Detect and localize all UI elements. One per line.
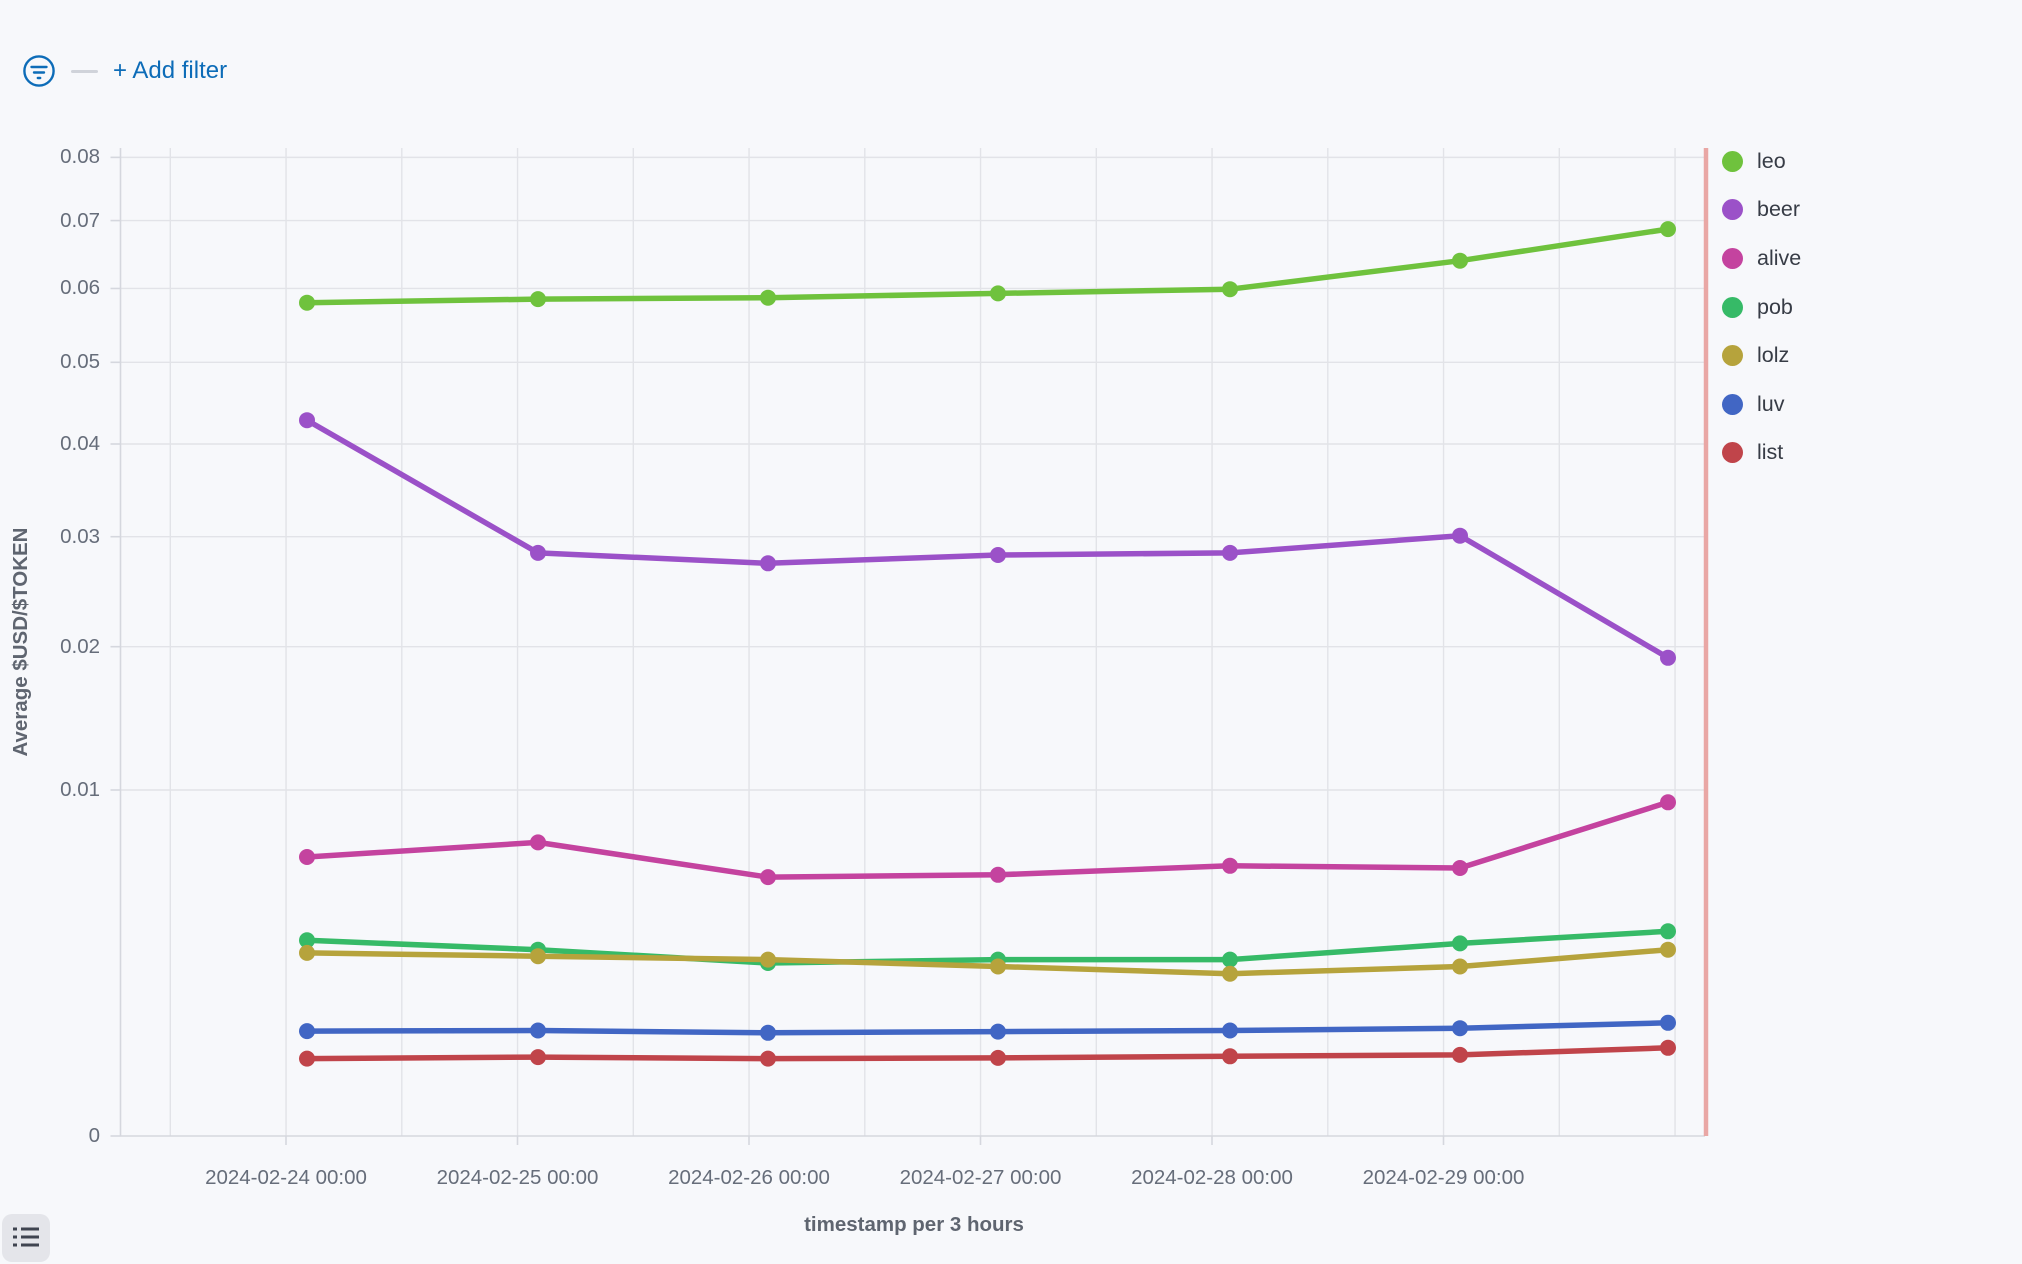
legend-label: leo (1757, 148, 1786, 173)
x-tick-label: 2024-02-29 00:00 (1362, 1166, 1525, 1189)
chart-legend: leo beer alive pob lolz luv list (1722, 137, 1801, 477)
series-point-luv-1[interactable] (530, 1022, 546, 1039)
series-point-beer-3[interactable] (990, 547, 1006, 563)
legend-item-luv[interactable]: luv (1722, 380, 1801, 429)
legend-item-list[interactable]: list (1722, 429, 1801, 478)
filter-bar: + Add filter (22, 54, 227, 88)
series-point-luv-3[interactable] (990, 1023, 1006, 1040)
x-tick-label: 2024-02-25 00:00 (436, 1166, 599, 1189)
series-point-list-1[interactable] (530, 1049, 546, 1066)
x-tick-label: 2024-02-28 00:00 (1131, 1166, 1293, 1189)
series-point-alive-3[interactable] (990, 866, 1006, 883)
filter-bar-divider (71, 69, 98, 73)
x-axis-title: timestamp per 3 hours (804, 1213, 1024, 1236)
y-tick-label: 0.02 (60, 634, 100, 658)
legend-item-alive[interactable]: alive (1722, 234, 1801, 283)
legend-dot (1722, 296, 1743, 318)
series-point-lolz-0[interactable] (299, 944, 315, 961)
legend-item-pob[interactable]: pob (1722, 283, 1801, 332)
series-point-list-2[interactable] (760, 1050, 776, 1067)
series-point-luv-5[interactable] (1452, 1020, 1468, 1037)
series-point-lolz-5[interactable] (1452, 958, 1468, 975)
y-tick-label: 0.01 (60, 778, 100, 801)
series-point-alive-0[interactable] (299, 849, 315, 865)
legend-label: list (1757, 440, 1784, 465)
series-point-beer-0[interactable] (299, 412, 315, 429)
series-point-leo-4[interactable] (1222, 281, 1238, 298)
series-point-leo-0[interactable] (299, 294, 315, 311)
y-tick-label: 0.08 (60, 145, 100, 169)
series-point-lolz-6[interactable] (1660, 941, 1676, 958)
y-tick-label: 0.07 (60, 208, 100, 232)
legend-item-beer[interactable]: beer (1722, 186, 1801, 235)
series-point-list-6[interactable] (1660, 1039, 1676, 1056)
series-point-leo-3[interactable] (990, 285, 1006, 302)
series-point-beer-6[interactable] (1660, 649, 1676, 666)
y-tick-label: 0.03 (60, 524, 100, 548)
x-tick-label: 2024-02-27 00:00 (899, 1166, 1062, 1189)
x-tick-label: 2024-02-24 00:00 (205, 1166, 367, 1189)
series-point-alive-6[interactable] (1660, 794, 1676, 811)
series-point-beer-4[interactable] (1222, 544, 1238, 561)
series-point-alive-1[interactable] (530, 834, 546, 851)
add-filter-button[interactable]: + Add filter (113, 57, 228, 84)
legend-toggle-button[interactable] (2, 1214, 50, 1262)
series-point-lolz-3[interactable] (990, 958, 1006, 975)
x-tick-label: 2024-02-26 00:00 (668, 1166, 830, 1189)
series-point-beer-1[interactable] (530, 544, 546, 561)
legend-item-lolz[interactable]: lolz (1722, 331, 1801, 380)
filter-circle-icon (23, 55, 55, 87)
legend-dot (1722, 199, 1743, 221)
series-point-alive-5[interactable] (1452, 860, 1468, 876)
series-point-pob-5[interactable] (1452, 935, 1468, 952)
series-point-leo-5[interactable] (1452, 252, 1468, 269)
y-axis-title: Average $USD/$TOKEN (9, 527, 32, 757)
legend-item-leo[interactable]: leo (1722, 137, 1801, 186)
legend-label: pob (1757, 294, 1793, 319)
series-point-leo-1[interactable] (530, 291, 546, 308)
y-tick-label: 0 (88, 1124, 100, 1147)
list-icon (13, 1227, 39, 1247)
y-tick-label: 0.04 (60, 432, 100, 455)
series-point-list-4[interactable] (1222, 1048, 1238, 1065)
series-point-pob-6[interactable] (1660, 923, 1676, 940)
series-point-luv-2[interactable] (760, 1024, 776, 1041)
series-point-lolz-1[interactable] (530, 948, 546, 965)
legend-label: luv (1757, 391, 1785, 416)
series-point-list-5[interactable] (1452, 1046, 1468, 1063)
series-point-beer-5[interactable] (1452, 527, 1468, 544)
series-point-luv-4[interactable] (1222, 1022, 1238, 1039)
series-point-list-0[interactable] (299, 1050, 315, 1067)
legend-label: lolz (1757, 343, 1790, 368)
legend-label: alive (1757, 245, 1802, 270)
series-point-luv-6[interactable] (1660, 1014, 1676, 1031)
legend-dot (1722, 247, 1743, 269)
series-point-pob-4[interactable] (1222, 951, 1238, 968)
legend-dot (1722, 442, 1743, 464)
series-point-leo-6[interactable] (1660, 221, 1676, 238)
series-point-pob-0[interactable] (299, 932, 315, 949)
series-point-luv-0[interactable] (299, 1023, 315, 1040)
series-point-alive-2[interactable] (760, 869, 776, 886)
legend-label: beer (1757, 197, 1801, 222)
series-point-alive-4[interactable] (1222, 857, 1238, 874)
series-point-list-3[interactable] (990, 1049, 1006, 1066)
legend-dot (1722, 345, 1743, 367)
series-point-lolz-4[interactable] (1222, 965, 1238, 982)
series-point-beer-2[interactable] (760, 555, 776, 572)
y-tick-label: 0.05 (60, 350, 100, 374)
series-point-leo-2[interactable] (760, 289, 776, 306)
legend-dot (1722, 393, 1743, 415)
y-tick-label: 0.06 (60, 276, 100, 300)
filter-menu-button[interactable] (22, 54, 56, 88)
series-point-lolz-2[interactable] (760, 951, 776, 968)
legend-dot (1722, 150, 1743, 172)
